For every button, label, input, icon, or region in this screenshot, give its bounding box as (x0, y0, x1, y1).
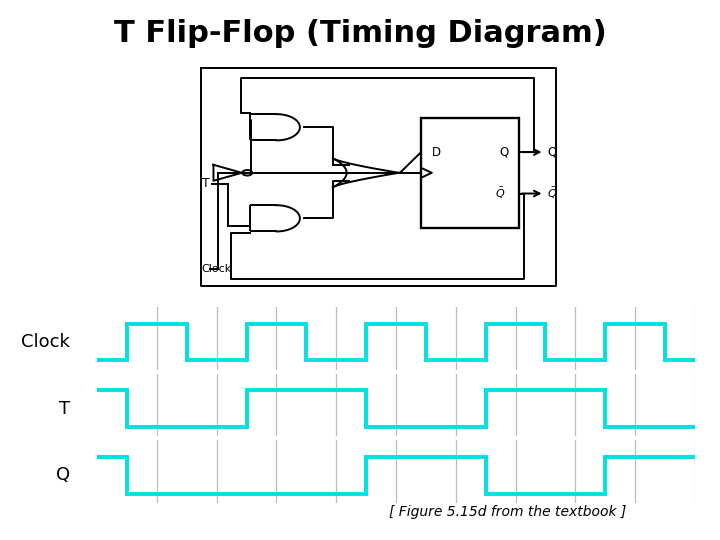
Text: Q: Q (547, 146, 557, 159)
Text: Clock: Clock (22, 333, 71, 351)
Text: D: D (432, 146, 441, 159)
Text: $\bar{Q}$: $\bar{Q}$ (495, 186, 505, 201)
Text: Clock: Clock (202, 265, 232, 274)
Text: T: T (59, 400, 71, 417)
FancyBboxPatch shape (421, 118, 519, 228)
Text: Q: Q (500, 146, 508, 159)
Text: T: T (202, 177, 210, 190)
Text: Q: Q (56, 466, 71, 484)
Text: T Flip-Flop (Timing Diagram): T Flip-Flop (Timing Diagram) (114, 19, 606, 48)
Text: $\bar{Q}$: $\bar{Q}$ (547, 186, 558, 201)
Text: [ Figure 5.15d from the textbook ]: [ Figure 5.15d from the textbook ] (389, 505, 626, 519)
